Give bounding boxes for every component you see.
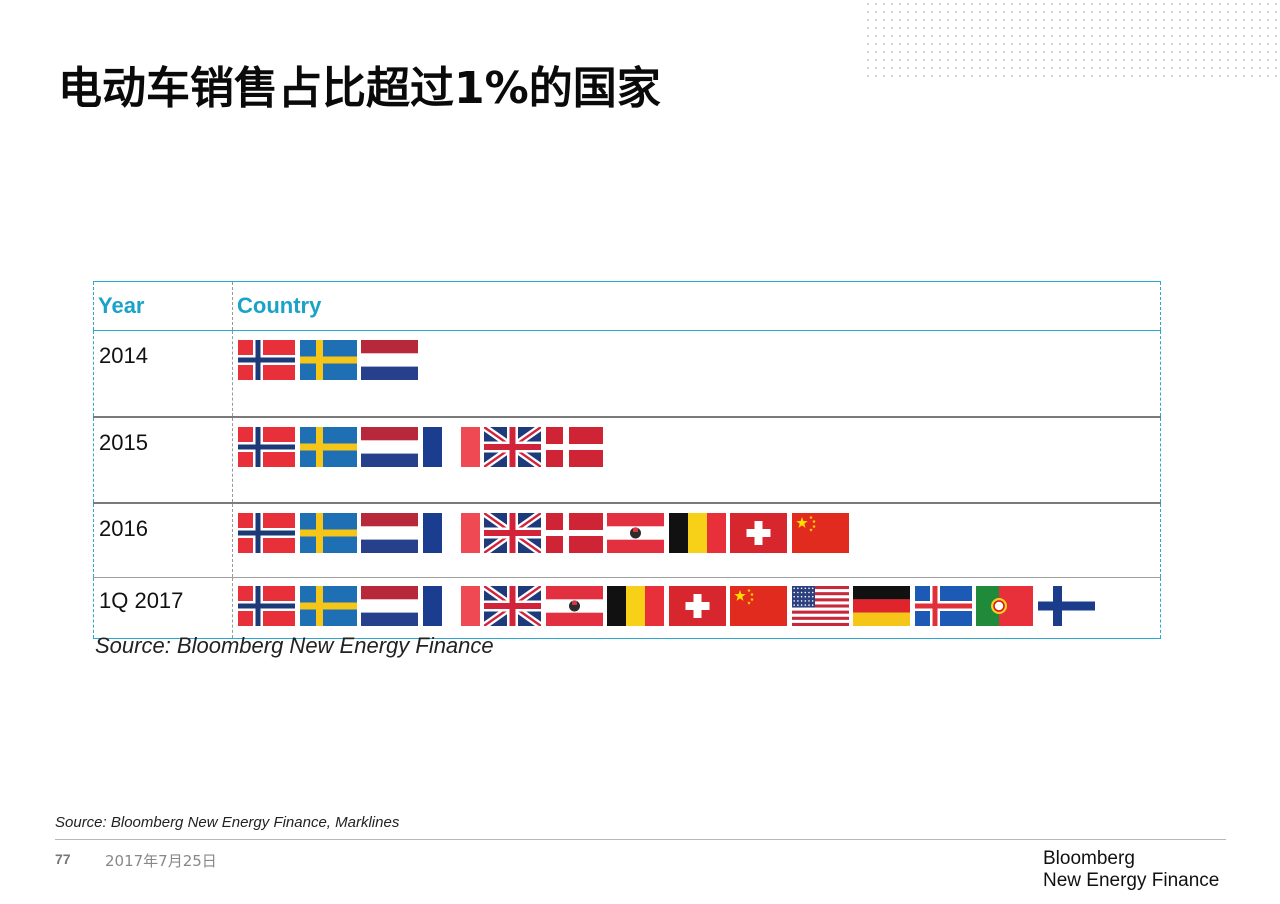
china-flag	[791, 513, 849, 553]
sweden-flag	[299, 427, 357, 467]
table-row: 1Q 2017	[93, 577, 1161, 639]
table-row: 2015	[93, 417, 1161, 504]
netherlands-flag	[361, 427, 418, 467]
slide-date: 2017年7月25日	[105, 852, 217, 870]
source-caption: Source: Bloomberg New Energy Finance	[95, 633, 494, 658]
norway-flag	[238, 427, 295, 467]
norway-flag	[238, 586, 295, 626]
norway-flag	[238, 513, 295, 553]
norway-flag	[238, 340, 295, 380]
france-flag	[422, 513, 480, 553]
header-country: Country	[232, 281, 1161, 331]
germany-flag	[853, 586, 910, 626]
logo-line-2: New Energy Finance	[1043, 870, 1220, 891]
france-flag	[422, 427, 480, 467]
flags-cell	[232, 503, 1161, 578]
uk-flag	[484, 513, 541, 553]
flags-cell	[232, 330, 1161, 418]
table-row: 2014	[93, 330, 1161, 418]
netherlands-flag	[361, 513, 418, 553]
sweden-flag	[299, 340, 357, 380]
footer-divider	[55, 839, 1226, 840]
denmark-flag	[545, 513, 603, 553]
austria-flag	[607, 513, 664, 553]
slide-title: 电动车销售占比超过1%的国家	[58, 63, 661, 114]
countries-table: Year Country 2014 2015 2016 1Q 2017	[93, 281, 1161, 639]
iceland-flag	[914, 586, 972, 626]
uk-flag	[484, 586, 541, 626]
sweden-flag	[299, 513, 357, 553]
usa-flag	[791, 586, 849, 626]
netherlands-flag	[361, 340, 418, 380]
page-number: 77	[55, 851, 71, 867]
finland-flag	[1037, 586, 1095, 626]
netherlands-flag	[361, 586, 418, 626]
flags-cell	[232, 417, 1161, 504]
austria-flag	[545, 586, 603, 626]
switzerland-flag	[730, 513, 787, 553]
year-cell: 2016	[93, 503, 233, 578]
header-year: Year	[93, 281, 233, 331]
table-row: 2016	[93, 503, 1161, 578]
dot-pattern-decoration	[864, 0, 1280, 80]
switzerland-flag	[668, 586, 726, 626]
logo-line-1: Bloomberg	[1043, 848, 1135, 869]
sweden-flag	[299, 586, 357, 626]
france-flag	[422, 586, 480, 626]
source-footnote: Source: Bloomberg New Energy Finance, Ma…	[55, 814, 400, 831]
bnef-logo: Bloomberg New Energy Finance	[1043, 848, 1219, 892]
china-flag	[730, 586, 787, 626]
year-cell: 2015	[93, 417, 233, 504]
year-cell: 1Q 2017	[93, 577, 233, 639]
portugal-flag	[976, 586, 1033, 626]
belgium-flag	[607, 586, 664, 626]
belgium-flag	[668, 513, 726, 553]
flags-cell	[232, 577, 1161, 639]
uk-flag	[484, 427, 541, 467]
year-cell: 2014	[93, 330, 233, 418]
denmark-flag	[545, 427, 603, 467]
